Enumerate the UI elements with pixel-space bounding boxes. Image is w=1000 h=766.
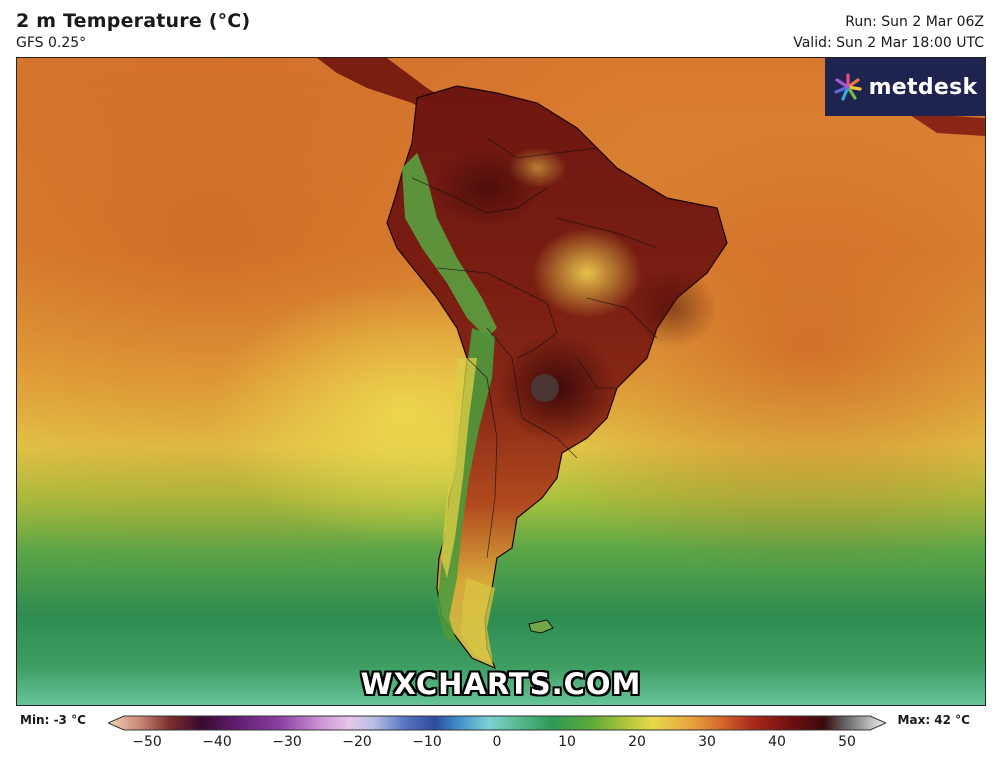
tick-label: 50 [838,734,856,750]
falklands-land [528,619,554,634]
tick-label: 0 [492,734,502,750]
color-legend: Min: -3 °C [0,706,1000,766]
run-label: Run: Sun 2 Mar 06Z [845,14,984,30]
tick-label: −30 [272,734,302,750]
header-right: Run: Sun 2 Mar 06Z Valid: Sun 2 Mar 18:0… [793,12,984,54]
tick-label: 40 [768,734,786,750]
cerrado-warm-patch [532,228,642,318]
andes-cool-strip [402,153,497,338]
tick-label: −20 [342,734,372,750]
colorbar [108,715,886,731]
metdesk-flower-icon [833,73,862,101]
tick-label: −40 [202,734,232,750]
model-label: GFS 0.25° [16,35,87,51]
metdesk-logo: metdesk [825,58,985,116]
tick-label: 10 [558,734,576,750]
country-borders [411,137,658,559]
min-value-label: Min: -3 °C [20,713,86,727]
header-left: 2 m Temperature (°C) GFS 0.25° [16,10,250,51]
max-value-label: Max: 42 °C [897,713,970,727]
tick-label: −50 [132,734,162,750]
valid-label: Valid: Sun 2 Mar 18:00 UTC [793,35,984,51]
tick-label: 20 [628,734,646,750]
tick-label: −10 [412,734,442,750]
map-title: 2 m Temperature (°C) [16,10,251,32]
map-canvas [17,58,985,705]
tick-label: 30 [698,734,716,750]
metdesk-logo-text: metdesk [868,74,978,100]
africa-coast-land [907,113,985,136]
temperature-map[interactable]: metdesk WXCHARTS.COM [16,57,986,706]
wxcharts-watermark: WXCHARTS.COM [360,667,642,701]
colorbar-ticks: −50 −40 −30 −20 −10 0 10 20 30 40 50 [0,734,1000,754]
